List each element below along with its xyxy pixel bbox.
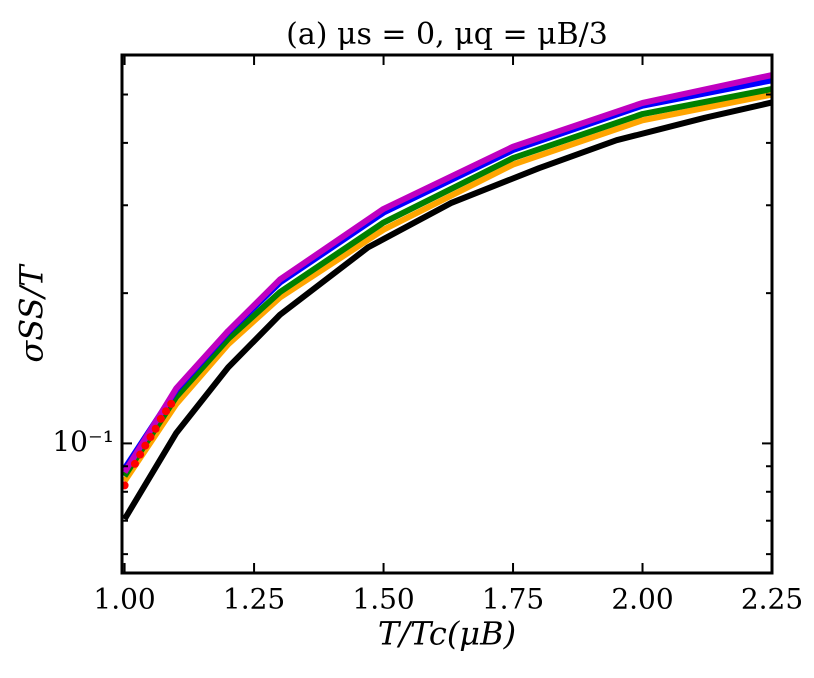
series-line: [122, 86, 773, 478]
x-tick-label: 1.75: [482, 583, 544, 616]
x-tick-label: 1.00: [93, 583, 155, 616]
data-point: [136, 450, 145, 459]
data-point: [156, 414, 165, 423]
data-point: [146, 432, 155, 441]
data-point: [141, 441, 150, 450]
series-line: [122, 99, 773, 521]
series-line: [122, 77, 773, 471]
series-line: [122, 72, 773, 474]
x-tick-label: 2.00: [611, 583, 673, 616]
data-point: [167, 399, 176, 408]
data-point: [130, 459, 139, 468]
x-tick-label: 2.25: [741, 583, 803, 616]
data-point: [151, 424, 160, 433]
plot-frame: [120, 53, 774, 575]
x-tick-label: 1.25: [223, 583, 285, 616]
x-tick-label: 1.50: [352, 583, 414, 616]
series-line: [122, 91, 773, 483]
y-axis-label: σSS/T: [13, 263, 51, 363]
x-axis-label: T/Tc(μB): [378, 615, 516, 653]
chart-title: (a) μs = 0, μq = μB/3: [286, 17, 608, 52]
y-tick-label: 10⁻¹: [52, 425, 114, 458]
data-point: [162, 407, 171, 416]
